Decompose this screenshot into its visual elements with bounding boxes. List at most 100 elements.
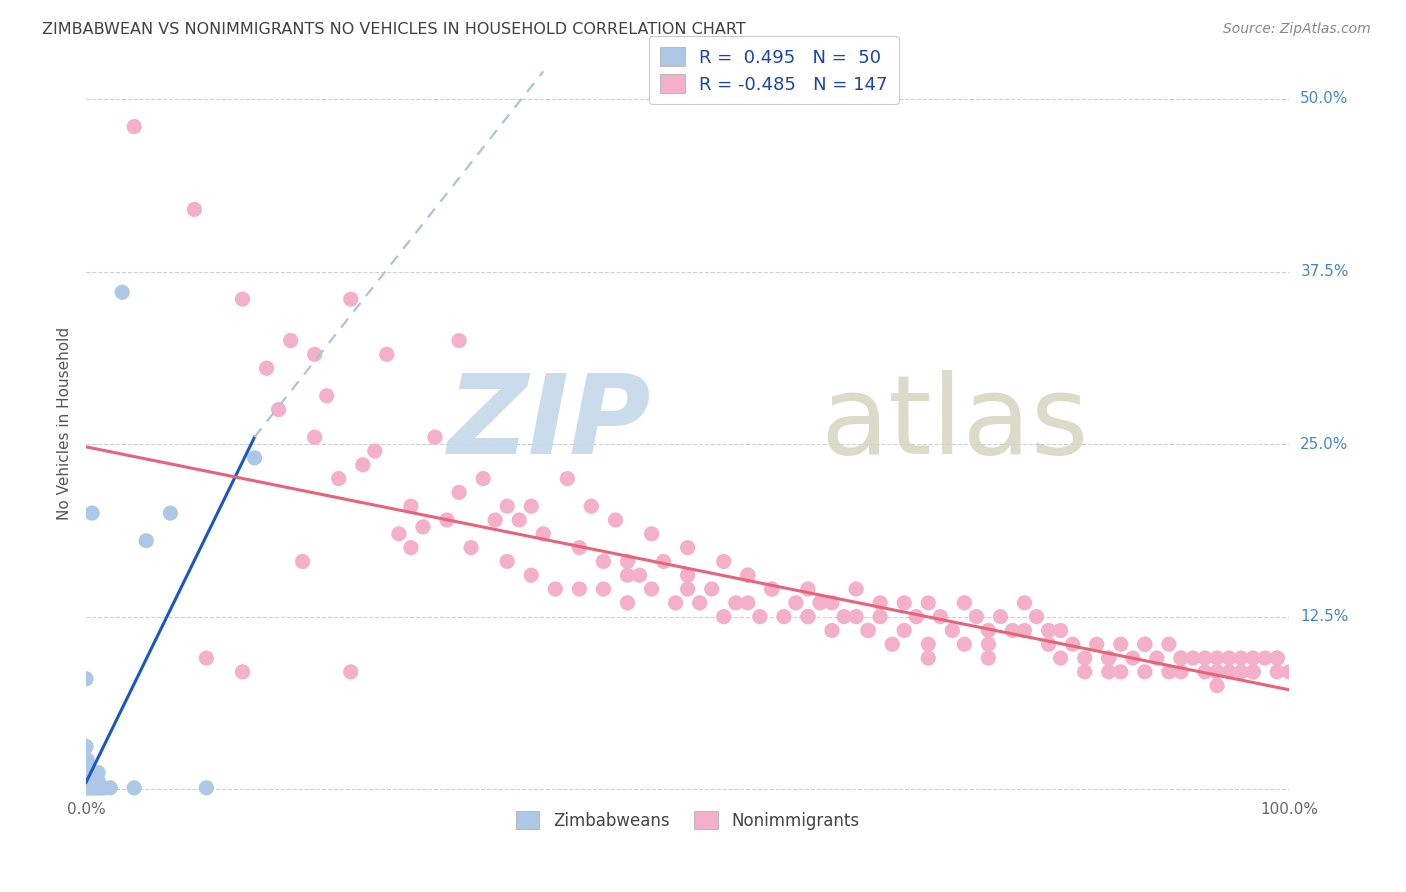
Point <box>1133 637 1156 651</box>
Text: 12.5%: 12.5% <box>1301 609 1348 624</box>
Point <box>195 780 218 795</box>
Point <box>977 651 1000 665</box>
Point <box>98 780 121 795</box>
Point <box>460 541 482 555</box>
Point <box>75 753 97 767</box>
Point <box>797 609 820 624</box>
Point <box>75 778 97 792</box>
Point <box>76 753 98 767</box>
Point <box>1157 637 1180 651</box>
Point <box>616 568 638 582</box>
Point <box>77 765 100 780</box>
Point <box>1133 665 1156 679</box>
Point <box>676 541 699 555</box>
Point <box>423 430 446 444</box>
Point <box>1109 665 1132 679</box>
Point <box>953 596 976 610</box>
Point <box>1157 665 1180 679</box>
Point <box>748 609 770 624</box>
Point <box>1265 665 1288 679</box>
Point <box>1133 637 1156 651</box>
Point <box>821 596 844 610</box>
Point <box>75 767 97 781</box>
Point <box>869 596 891 610</box>
Point <box>75 760 97 774</box>
Point <box>773 609 796 624</box>
Point <box>436 513 458 527</box>
Point <box>75 756 97 770</box>
Point <box>1230 665 1253 679</box>
Point <box>713 609 735 624</box>
Point <box>80 773 103 788</box>
Point <box>713 554 735 568</box>
Point <box>568 582 591 596</box>
Point <box>1254 651 1277 665</box>
Point <box>79 765 101 780</box>
Point <box>616 596 638 610</box>
Point <box>159 506 181 520</box>
Point <box>339 665 361 679</box>
Point <box>737 568 759 582</box>
Point <box>905 609 928 624</box>
Point <box>689 596 711 610</box>
Point <box>832 609 855 624</box>
Point <box>1230 651 1253 665</box>
Point <box>195 651 218 665</box>
Point <box>375 347 398 361</box>
Point <box>79 780 101 795</box>
Point <box>929 609 952 624</box>
Point <box>89 780 111 795</box>
Point <box>785 596 807 610</box>
Point <box>111 285 134 300</box>
Point <box>1206 665 1229 679</box>
Point <box>737 568 759 582</box>
Point <box>83 780 105 795</box>
Point <box>965 609 987 624</box>
Point <box>1241 651 1264 665</box>
Point <box>412 520 434 534</box>
Point <box>882 637 904 651</box>
Point <box>592 554 614 568</box>
Text: Source: ZipAtlas.com: Source: ZipAtlas.com <box>1223 22 1371 37</box>
Point <box>665 596 688 610</box>
Point <box>953 637 976 651</box>
Point <box>531 526 554 541</box>
Point <box>1014 596 1036 610</box>
Point <box>797 609 820 624</box>
Point <box>231 665 253 679</box>
Point <box>75 672 97 686</box>
Point <box>291 554 314 568</box>
Point <box>1098 665 1121 679</box>
Point <box>76 767 98 781</box>
Point <box>1265 651 1288 665</box>
Point <box>1122 651 1144 665</box>
Point <box>82 773 104 788</box>
Point <box>280 334 302 348</box>
Point <box>724 596 747 610</box>
Point <box>1146 651 1168 665</box>
Point <box>640 582 662 596</box>
Text: 25.0%: 25.0% <box>1301 436 1348 451</box>
Point <box>1241 665 1264 679</box>
Point <box>447 334 470 348</box>
Point <box>520 568 543 582</box>
Point <box>256 361 278 376</box>
Point <box>76 773 98 788</box>
Point <box>1218 651 1240 665</box>
Point <box>1241 665 1264 679</box>
Point <box>1049 651 1071 665</box>
Point <box>80 780 103 795</box>
Point <box>75 752 97 766</box>
Point <box>941 624 963 638</box>
Point <box>1170 651 1192 665</box>
Text: ZIMBABWEAN VS NONIMMIGRANTS NO VEHICLES IN HOUSEHOLD CORRELATION CHART: ZIMBABWEAN VS NONIMMIGRANTS NO VEHICLES … <box>42 22 747 37</box>
Point <box>388 526 411 541</box>
Point <box>399 499 422 513</box>
Point <box>1038 624 1060 638</box>
Point <box>79 773 101 788</box>
Point <box>447 485 470 500</box>
Point <box>808 596 831 610</box>
Point <box>977 624 1000 638</box>
Point <box>1098 651 1121 665</box>
Point <box>82 780 104 795</box>
